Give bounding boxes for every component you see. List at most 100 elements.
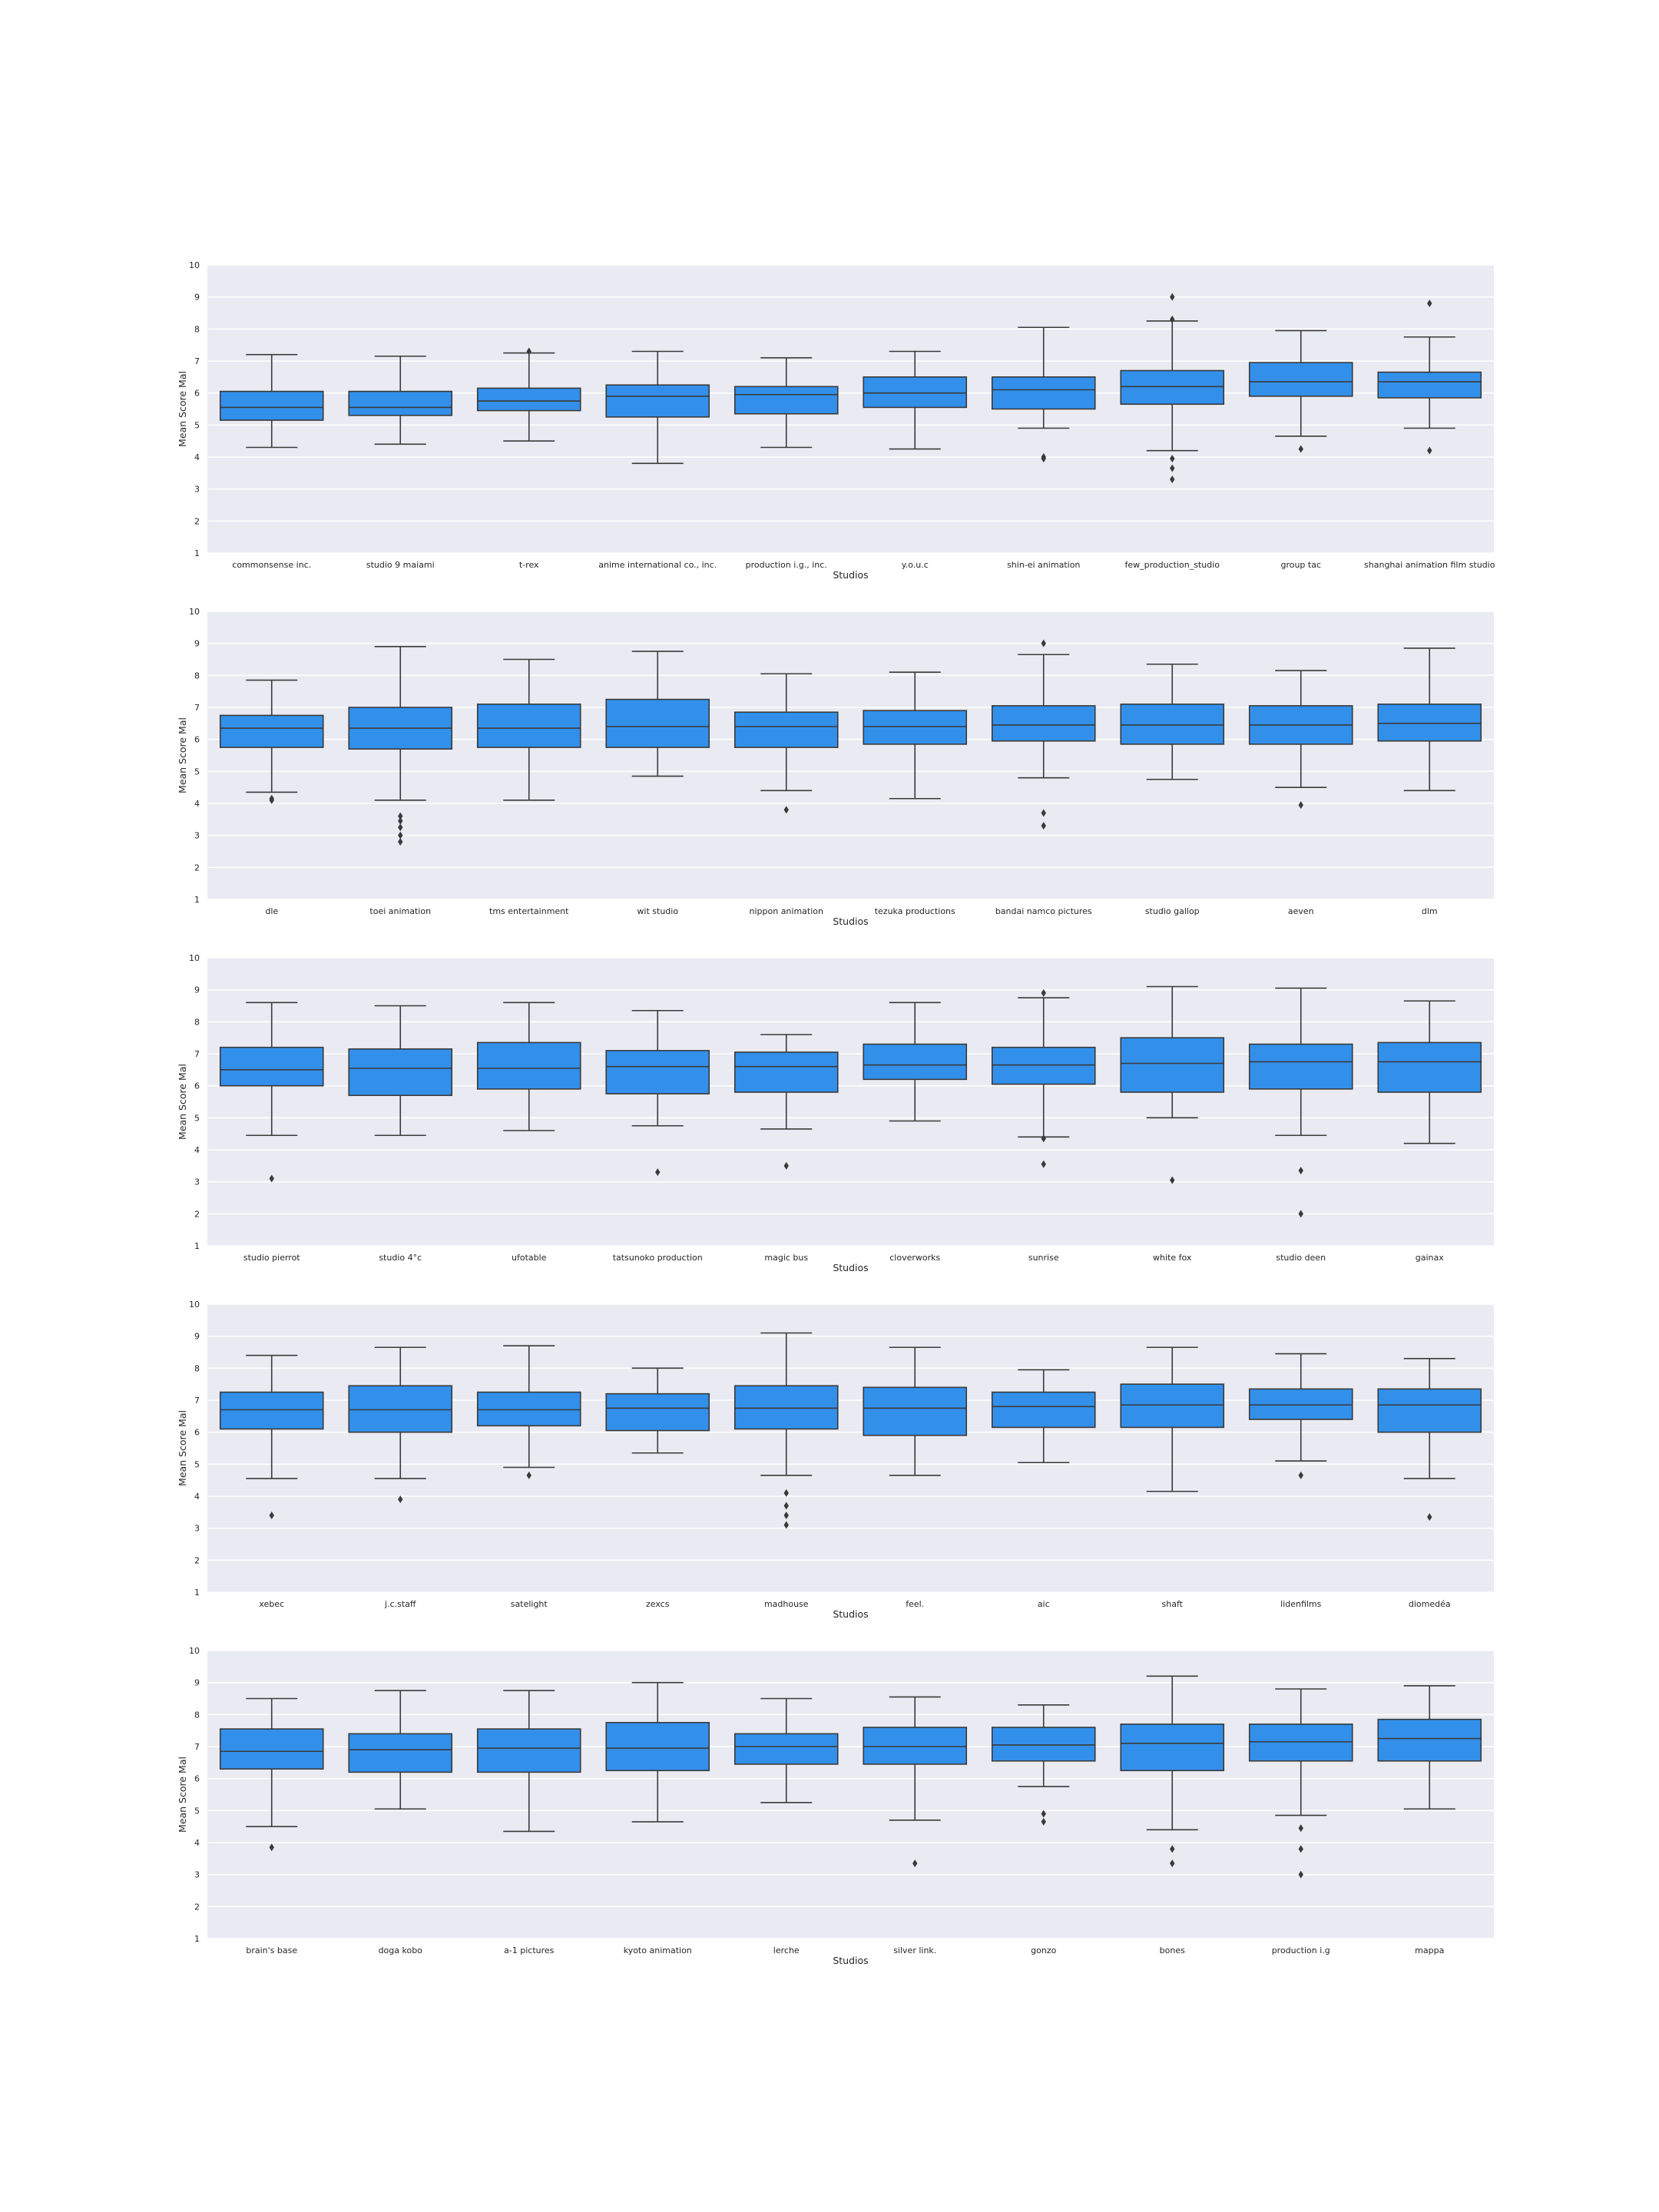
y-tick-label: 5 — [194, 1459, 200, 1469]
y-axis-label: Mean Score Mal — [177, 1064, 188, 1140]
box-iqr — [605, 1050, 710, 1094]
x-tick-label: a-1 pictures — [504, 1945, 555, 1955]
box-9: diomedéa — [1377, 1358, 1482, 1609]
box-7: white fox — [1120, 985, 1225, 1263]
box-7: bones — [1120, 1675, 1225, 1955]
panel-background — [207, 611, 1494, 899]
y-tick-label: 8 — [194, 324, 200, 334]
y-tick-label: 7 — [194, 1049, 200, 1059]
box-iqr — [348, 1385, 453, 1433]
y-tick-label: 5 — [194, 420, 200, 430]
y-tick-label: 1 — [194, 548, 200, 558]
box-iqr — [1377, 371, 1482, 399]
box-8: lidenfilms — [1248, 1353, 1353, 1609]
x-tick-label: anime international co., inc. — [598, 560, 717, 570]
outlier-point — [1041, 988, 1046, 997]
x-tick-label: bandai namco pictures — [995, 906, 1092, 916]
box-6: bandai namco pictures — [991, 639, 1096, 916]
box-2: a-1 pictures — [476, 1690, 581, 1955]
x-tick-label: magic bus — [764, 1253, 808, 1263]
outlier-point — [398, 816, 403, 825]
box-0: studio pierrot — [219, 1002, 324, 1263]
outlier-point — [783, 1161, 789, 1170]
panel-2: 1 2 3 4 5 6 7 8 9 10 Mean Score Mal Studios dle toei … — [177, 607, 1494, 927]
box-iqr — [476, 1728, 581, 1773]
y-tick-label: 5 — [194, 1113, 200, 1123]
x-tick-label: nippon animation — [750, 906, 824, 916]
box-iqr — [1248, 1388, 1353, 1420]
box-iqr — [991, 1046, 1096, 1085]
box-2: tms entertainment — [476, 658, 581, 916]
y-tick-label: 10 — [189, 953, 200, 963]
x-tick-label: commonsense inc. — [232, 560, 311, 570]
outlier-point — [526, 1471, 531, 1479]
panel-4: 1 2 3 4 5 6 7 8 9 10 Mean Score Mal Studios xebec j.c… — [177, 1300, 1494, 1620]
outlier-point — [1170, 455, 1175, 463]
box-iqr — [863, 1043, 968, 1081]
panel-background — [207, 1651, 1494, 1939]
box-8: group tac — [1248, 329, 1353, 570]
x-tick-label: gonzo — [1031, 1945, 1056, 1955]
box-1: studio 9 maiami — [348, 355, 453, 570]
box-9: dlm — [1377, 647, 1482, 916]
x-tick-label: studio 4°c — [379, 1253, 422, 1263]
y-tick-label: 9 — [194, 1678, 200, 1688]
box-iqr — [348, 1048, 453, 1096]
box-iqr — [1377, 1718, 1482, 1762]
box-iqr — [863, 1727, 968, 1765]
x-tick-label: wit studio — [637, 906, 678, 916]
y-tick-label: 9 — [194, 293, 200, 303]
box-3: kyoto animation — [605, 1681, 710, 1955]
x-tick-label: xebec — [259, 1599, 284, 1609]
box-1: studio 4°c — [348, 1005, 453, 1263]
x-tick-label: few_production_studio — [1125, 560, 1220, 570]
box-iqr — [1248, 362, 1353, 397]
box-iqr — [1120, 1037, 1225, 1093]
outlier-point — [398, 838, 403, 846]
box-iqr — [863, 376, 968, 409]
outlier-point — [912, 1859, 918, 1868]
y-tick-label: 7 — [194, 1396, 200, 1406]
y-tick-label: 7 — [194, 703, 200, 713]
box-9: mappa — [1377, 1685, 1482, 1955]
outlier-point — [1041, 1134, 1046, 1143]
y-tick-label: 5 — [194, 1806, 200, 1816]
outlier-point — [1170, 293, 1175, 301]
y-tick-label: 3 — [194, 1177, 200, 1187]
box-iqr — [1377, 704, 1482, 742]
y-tick-label: 6 — [194, 735, 200, 745]
x-tick-label: tatsunoko production — [613, 1253, 703, 1263]
box-iqr — [219, 1391, 324, 1430]
outlier-point — [1298, 445, 1303, 453]
y-tick-label: 6 — [194, 389, 200, 399]
x-tick-label: white fox — [1153, 1253, 1192, 1263]
x-tick-label: lerche — [773, 1945, 800, 1955]
x-tick-label: madhouse — [764, 1599, 809, 1609]
y-tick-label: 3 — [194, 831, 200, 841]
x-tick-label: sunrise — [1028, 1253, 1059, 1263]
y-tick-label: 2 — [194, 1209, 200, 1219]
y-axis-label: Mean Score Mal — [177, 371, 188, 447]
box-7: few_production_studio — [1120, 293, 1225, 570]
panel-5: 1 2 3 4 5 6 7 8 9 10 Mean Score Mal Studios brain's … — [177, 1646, 1494, 1966]
y-tick-label: 8 — [194, 671, 200, 680]
box-iqr — [476, 387, 581, 412]
x-axis-label: Studios — [833, 1608, 868, 1620]
box-iqr — [1377, 1041, 1482, 1093]
box-iqr — [219, 1046, 324, 1087]
x-tick-label: toei animation — [369, 906, 431, 916]
x-tick-label: gainax — [1416, 1253, 1444, 1263]
box-iqr — [991, 705, 1096, 742]
x-tick-label: mappa — [1415, 1945, 1444, 1955]
x-tick-label: j.c.staff — [384, 1599, 416, 1609]
y-tick-label: 4 — [194, 452, 200, 462]
box-6: aic — [991, 1369, 1096, 1609]
y-tick-label: 6 — [194, 1081, 200, 1091]
y-tick-label: 2 — [194, 863, 200, 873]
box-iqr — [863, 710, 968, 745]
y-tick-label: 9 — [194, 1332, 200, 1342]
box-iqr — [219, 1728, 324, 1770]
x-tick-label: cloverworks — [889, 1253, 940, 1263]
box-3: zexcs — [605, 1367, 710, 1609]
outlier-point — [1298, 1210, 1303, 1218]
